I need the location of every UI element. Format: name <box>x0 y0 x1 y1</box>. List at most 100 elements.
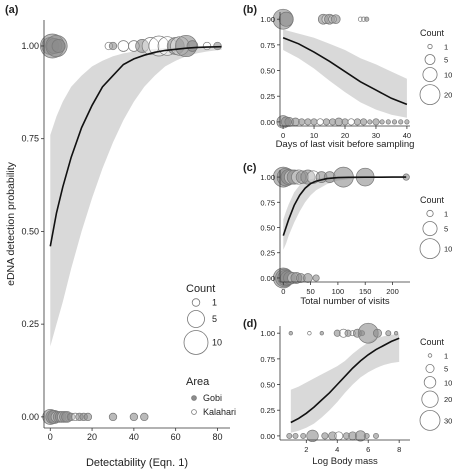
data-point <box>129 412 139 422</box>
data-point <box>344 329 352 337</box>
confidence-ribbon <box>50 46 222 347</box>
x-tick-label: 0 <box>281 287 285 296</box>
x-tick-label: 4 <box>335 445 339 454</box>
data-points <box>272 8 410 129</box>
y-tick-label: 0.00 <box>260 118 275 127</box>
data-points <box>272 166 410 289</box>
x-tick-label: 60 <box>171 432 181 442</box>
legend-entry-label: 10 <box>444 378 452 387</box>
legend-entry-label: 1 <box>444 210 448 219</box>
legend-entry-label: 20 <box>444 91 452 100</box>
y-tick-label: 0.25 <box>21 319 39 329</box>
legend-entry-label: 10 <box>444 71 452 80</box>
y-tick-label: 0.25 <box>260 406 275 415</box>
confidence-ribbon <box>283 177 407 250</box>
data-point <box>373 432 379 439</box>
x-tick-label: 0 <box>48 432 53 442</box>
data-point <box>316 118 324 126</box>
data-point <box>363 432 370 439</box>
legend-entry-label: 1 <box>444 352 448 361</box>
legend-size-key <box>424 54 436 65</box>
data-point <box>141 37 160 55</box>
legend-size-key <box>187 310 205 328</box>
fitted-line <box>282 36 408 106</box>
data-point <box>108 412 118 422</box>
x-axis-label: Log Body mass <box>312 456 378 467</box>
count-legend: Count 1 5 10 <box>419 195 452 260</box>
y-tick-label: 1.00 <box>21 41 39 51</box>
legend-size-key <box>427 353 433 358</box>
data-point <box>347 118 355 126</box>
legend-title: Count <box>420 28 445 38</box>
y-tick-label: 1.00 <box>260 15 275 24</box>
count-legend: Count 1 5 10 20 <box>419 28 452 106</box>
legend-entry-label: 10 <box>444 245 452 254</box>
confidence-ribbon <box>290 334 400 433</box>
x-tick-label: 0 <box>281 131 285 140</box>
legend-entry-label: 1 <box>212 298 217 308</box>
x-tick-label: 150 <box>359 287 372 296</box>
y-tick-label: 0.50 <box>21 226 39 236</box>
fitted-line <box>282 176 407 236</box>
data-point <box>140 412 149 422</box>
legend-size-key <box>419 238 441 260</box>
legend-entry-label: Gobi <box>203 393 222 403</box>
y-tick-label: 0.50 <box>260 67 275 76</box>
legend-title: Count <box>186 283 215 295</box>
x-tick-label: 40 <box>403 131 411 140</box>
x-tick-label: 40 <box>129 432 139 442</box>
y-tick-label: 0.75 <box>260 41 275 50</box>
y-tick-label: 1.00 <box>260 329 275 338</box>
data-point <box>385 330 392 337</box>
data-point <box>322 118 330 126</box>
data-point <box>398 119 404 125</box>
legend-title: Count <box>420 337 445 347</box>
panel-label: (c) <box>243 162 257 174</box>
legend-size-key <box>422 67 438 83</box>
data-point <box>300 432 307 439</box>
data-point <box>202 41 212 51</box>
legend-size-key <box>191 298 201 307</box>
x-tick-label: 8 <box>397 445 401 454</box>
legend-size-key <box>427 43 433 50</box>
fitted-line <box>49 45 222 247</box>
y-tick-label: 0.00 <box>21 412 39 422</box>
data-point <box>304 118 312 126</box>
data-point <box>393 331 399 336</box>
legend-entry-label: 10 <box>212 337 222 347</box>
legend-size-key <box>426 209 434 218</box>
data-point <box>51 39 66 53</box>
legend-size-key <box>425 363 435 373</box>
data-point <box>353 118 361 126</box>
data-point <box>367 119 373 125</box>
data-point <box>117 40 130 52</box>
data-point <box>319 331 324 336</box>
legend-size-key <box>421 390 439 408</box>
data-point <box>404 119 410 125</box>
x-axis-label: Total number of visits <box>300 296 389 307</box>
data-point <box>278 11 294 27</box>
panel-label: (b) <box>243 4 257 16</box>
data-point <box>364 16 370 22</box>
data-point <box>83 412 93 422</box>
legend-title: Area <box>186 376 210 388</box>
data-point <box>298 118 306 126</box>
data-point <box>186 40 199 52</box>
area-legend: Area Gobi Kalahari <box>186 376 236 417</box>
x-tick-label: 80 <box>212 432 222 442</box>
legend-kalahari-key <box>191 409 197 415</box>
data-point <box>307 331 312 336</box>
legend-size-key <box>183 330 209 355</box>
data-point <box>306 429 319 443</box>
data-point <box>330 14 341 25</box>
data-point <box>373 328 382 338</box>
data-point <box>334 431 344 441</box>
data-point <box>310 118 318 126</box>
confidence-ribbon <box>283 29 407 118</box>
legend-entry-label: 1 <box>444 43 448 52</box>
legend-entry-label: 5 <box>444 365 448 374</box>
data-point <box>360 118 368 126</box>
panel-d: 0.00 0.25 0.50 0.75 1.00 2 4 6 8 Log Body mass (d)… <box>243 318 452 467</box>
data-point <box>292 432 299 439</box>
